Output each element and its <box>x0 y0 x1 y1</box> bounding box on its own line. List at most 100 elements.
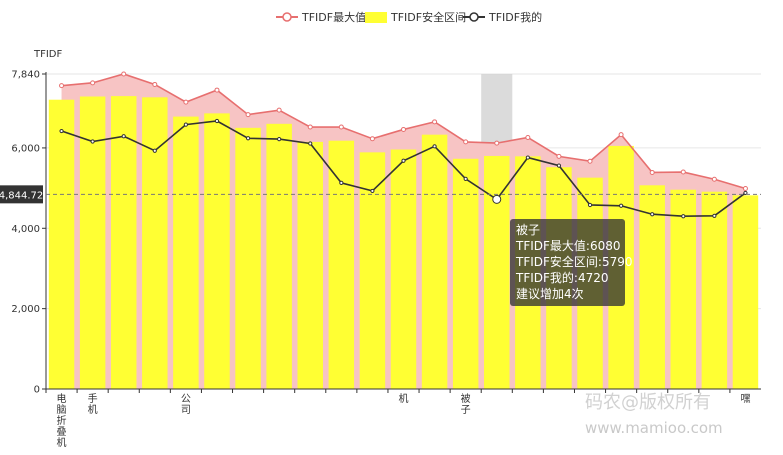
safe-bar-20[interactable] <box>670 189 697 389</box>
max-point-18[interactable] <box>618 132 624 138</box>
marker-label-box <box>0 185 43 204</box>
x-tick-label-1: 手机 <box>88 392 98 416</box>
max-point-4[interactable] <box>183 99 189 105</box>
tooltip-line-4: 建议增加4次 <box>516 287 584 301</box>
x-tick-labels: 电脑折叠机 手机 公司 机 被子 嘿 <box>45 389 750 449</box>
my-point-14[interactable] <box>492 194 502 204</box>
my-point-1[interactable] <box>90 139 95 144</box>
my-point-4[interactable] <box>183 122 188 127</box>
my-point-3[interactable] <box>152 148 157 153</box>
legend-symbol-1 <box>365 12 387 23</box>
x-tick-label-0: 电脑折叠机 <box>57 392 67 449</box>
safe-bar-21[interactable] <box>701 191 728 389</box>
my-point-5[interactable] <box>214 118 220 124</box>
watermark-line-1: www.mamioo.com <box>585 419 723 437</box>
x-tick-label-22: 嘿 <box>740 393 750 405</box>
x-tick-label-4: 公司 <box>181 394 191 416</box>
y-tick-label-3: 6,000 <box>11 143 40 154</box>
max-point-9[interactable] <box>338 124 344 130</box>
max-point-14[interactable] <box>494 140 500 146</box>
my-point-13[interactable] <box>463 176 468 181</box>
max-point-7[interactable] <box>276 107 282 113</box>
legend-label-1: TFIDF安全区间 <box>390 10 466 24</box>
my-point-22[interactable] <box>743 190 748 196</box>
max-line[interactable] <box>59 71 748 192</box>
max-point-13[interactable] <box>463 139 469 145</box>
safe-bar-12[interactable] <box>421 134 448 389</box>
my-point-16[interactable] <box>556 163 562 168</box>
safe-bar-5[interactable] <box>204 113 230 389</box>
safe-bar-4[interactable] <box>173 116 199 389</box>
legend-item-0[interactable]: TFIDF最大值 <box>276 10 366 24</box>
y-tick-label-0: 0 <box>34 385 40 396</box>
safe-bar-0[interactable] <box>48 99 75 389</box>
legend-item-2[interactable]: TFIDF我的 <box>463 10 542 24</box>
my-point-19[interactable] <box>650 212 655 217</box>
tooltip-line-3: TFIDF我的:4720 <box>515 270 609 285</box>
tooltip-line-1: TFIDF最大值:6080 <box>515 238 621 253</box>
max-point-17[interactable] <box>587 158 593 164</box>
my-point-10[interactable] <box>370 188 375 194</box>
max-point-19[interactable] <box>649 169 655 175</box>
max-point-2[interactable] <box>121 71 127 77</box>
max-point-16[interactable] <box>556 153 562 159</box>
safe-bar-7[interactable] <box>266 123 292 390</box>
max-point-5[interactable] <box>214 87 220 93</box>
max-point-11[interactable] <box>401 126 406 132</box>
y-tick-label-4: 7,840 <box>11 70 40 81</box>
y-tick-label-2: 4,000 <box>11 224 40 235</box>
max-point-12[interactable] <box>432 119 438 125</box>
legend[interactable]: TFIDF最大值 TFIDF安全区间 TFIDF我的 <box>276 10 542 24</box>
watermark-line-0: 码农@版权所有 <box>585 392 711 413</box>
safe-bar-3[interactable] <box>142 97 168 389</box>
axes <box>45 72 761 390</box>
legend-symbol-0 <box>282 12 292 22</box>
max-point-3[interactable] <box>152 81 158 87</box>
y-axis-label: TFIDF <box>33 49 63 60</box>
tooltip-line-0: 被子 <box>516 223 540 237</box>
max-point-6[interactable] <box>245 112 251 118</box>
my-point-20[interactable] <box>681 214 686 219</box>
my-point-12[interactable] <box>432 144 437 149</box>
max-point-1[interactable] <box>90 80 96 86</box>
my-point-17[interactable] <box>587 202 593 208</box>
max-point-8[interactable] <box>307 124 313 130</box>
tooltip: 被子TFIDF最大值:6080TFIDF安全区间:5790TFIDF我的:472… <box>510 219 633 306</box>
max-point-10[interactable] <box>369 136 375 142</box>
safe-bar-2[interactable] <box>110 96 137 390</box>
legend-label-2: TFIDF我的 <box>488 10 542 24</box>
max-point-15[interactable] <box>525 134 531 140</box>
max-point-21[interactable] <box>711 176 717 182</box>
my-point-18[interactable] <box>619 203 624 208</box>
safe-bar-9[interactable] <box>328 140 355 389</box>
my-point-21[interactable] <box>712 213 717 218</box>
my-point-15[interactable] <box>525 155 530 160</box>
my-point-11[interactable] <box>401 158 406 163</box>
tooltip-box <box>510 219 625 306</box>
safe-bar-14[interactable] <box>484 155 510 389</box>
safe-bar-11[interactable] <box>390 149 417 389</box>
my-point-7[interactable] <box>277 136 282 142</box>
safe-bar-1[interactable] <box>79 96 106 390</box>
safe-bar-13[interactable] <box>452 158 479 389</box>
legend-item-1[interactable]: TFIDF安全区间 <box>365 10 466 24</box>
x-tick-label-13: 被子 <box>461 392 471 416</box>
safe-bar-6[interactable] <box>235 127 261 389</box>
my-point-9[interactable] <box>339 180 344 185</box>
max-point-22[interactable] <box>742 186 748 192</box>
max-point-20[interactable] <box>680 169 686 175</box>
my-point-2[interactable] <box>121 134 126 139</box>
safe-bar-22[interactable] <box>732 195 759 389</box>
safe-range-bars[interactable] <box>48 96 759 390</box>
marker-label: 4,844.72 <box>0 190 43 201</box>
max-point-0[interactable] <box>59 83 65 89</box>
safe-bar-8[interactable] <box>297 141 323 389</box>
watermark: 码农@版权所有 www.mamioo.com <box>585 392 723 437</box>
my-point-6[interactable] <box>245 136 251 141</box>
my-point-8[interactable] <box>308 141 313 146</box>
my-line[interactable] <box>59 118 748 219</box>
my-point-0[interactable] <box>59 128 64 134</box>
safe-bar-19[interactable] <box>639 185 665 389</box>
legend-symbol-2 <box>469 12 479 22</box>
